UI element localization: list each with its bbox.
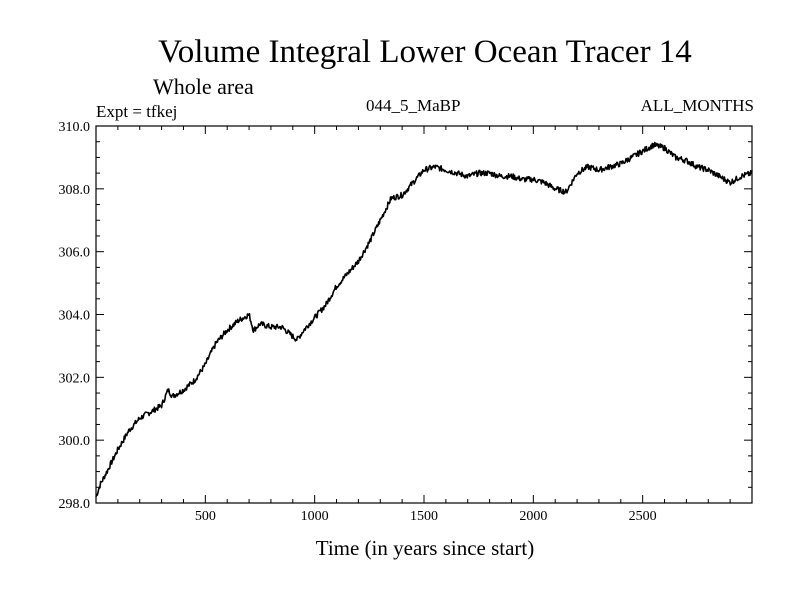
y-tick-label: 298.0 <box>59 497 91 512</box>
x-tick-label: 2000 <box>519 509 547 524</box>
chart-title: Volume Integral Lower Ocean Tracer 14 <box>158 34 692 70</box>
x-axis-label: Time (in years since start) <box>315 536 535 560</box>
x-tick-label: 2500 <box>629 509 657 524</box>
x-tick-label: 1500 <box>410 509 438 524</box>
months-label: ALL_MONTHS <box>640 96 754 115</box>
y-tick-label: 304.0 <box>59 309 91 324</box>
y-tick-label: 302.0 <box>59 371 91 386</box>
experiment-label: Expt = tfkej <box>96 102 178 121</box>
series-line <box>95 141 753 498</box>
y-tick-label: 310.0 <box>59 120 91 135</box>
axis-tick-labels: 500 1000 1500 2000 2500 298.0 300.0 302.0 304.0 3… <box>59 120 657 524</box>
y-tick-label: 306.0 <box>59 246 91 261</box>
axis-ticks <box>96 126 752 503</box>
x-tick-label: 500 <box>195 509 216 524</box>
x-tick-label: 1000 <box>301 509 329 524</box>
y-tick-label: 308.0 <box>59 183 91 198</box>
chart-subtitle: Whole area <box>153 74 254 99</box>
y-tick-label: 300.0 <box>59 434 91 449</box>
plot-frame <box>95 125 753 504</box>
period-label: 044_5_MaBP <box>366 96 461 115</box>
